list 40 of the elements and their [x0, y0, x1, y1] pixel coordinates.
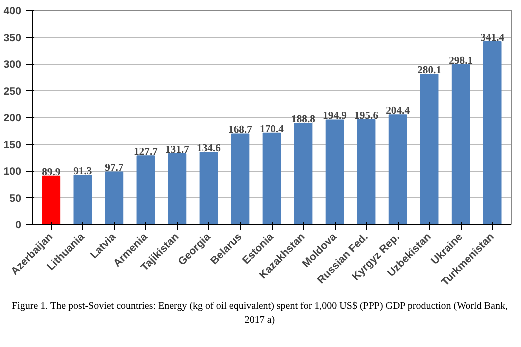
bar	[452, 64, 470, 224]
data-label: 298.1	[449, 56, 474, 68]
bar	[357, 119, 376, 224]
bar	[74, 175, 92, 224]
y-tick-label: 150	[4, 139, 22, 152]
y-tick-label: 50	[10, 192, 22, 205]
data-label: 280.1	[418, 66, 442, 77]
data-label: 341.4	[480, 32, 506, 44]
data-label: 194.9	[323, 111, 348, 122]
y-tick-label: 350	[4, 32, 22, 44]
y-tick-label: 400	[4, 6, 22, 18]
data-label: 89.9	[42, 167, 61, 178]
data-label: 131.7	[165, 145, 190, 156]
bar	[326, 120, 344, 224]
caption: Figure 1. The post-Soviet countries: Energy (kg of oil equivalent) spent for 1,000 US$ (PPP) GDP production (World Bank, 2017 a)	[11, 300, 509, 328]
data-label: 134.6	[196, 143, 222, 154]
bar	[136, 156, 156, 224]
y-tick-label: 100	[4, 166, 22, 178]
bar	[42, 176, 61, 224]
y-tick-label: 250	[4, 86, 22, 98]
data-label: 127.7	[134, 147, 159, 158]
bar	[388, 114, 408, 224]
data-label: 91.3	[74, 166, 92, 178]
data-label: 204.4	[386, 106, 411, 118]
data-label: 168.7	[228, 125, 254, 136]
data-label: 195.6	[354, 110, 380, 122]
bar	[200, 152, 218, 224]
bar	[294, 122, 313, 224]
bar	[231, 134, 250, 224]
bar	[420, 74, 439, 224]
y-tick-label: 200	[4, 112, 22, 124]
bar	[105, 172, 124, 224]
y-tick-label: 300	[4, 59, 22, 71]
bar	[168, 154, 187, 224]
bar	[483, 41, 502, 224]
data-label: 97.7	[105, 163, 124, 174]
y-tick-label: 0	[16, 220, 22, 232]
bar	[262, 132, 282, 224]
data-label: 170.4	[260, 124, 285, 136]
data-label: 188.8	[292, 114, 316, 126]
